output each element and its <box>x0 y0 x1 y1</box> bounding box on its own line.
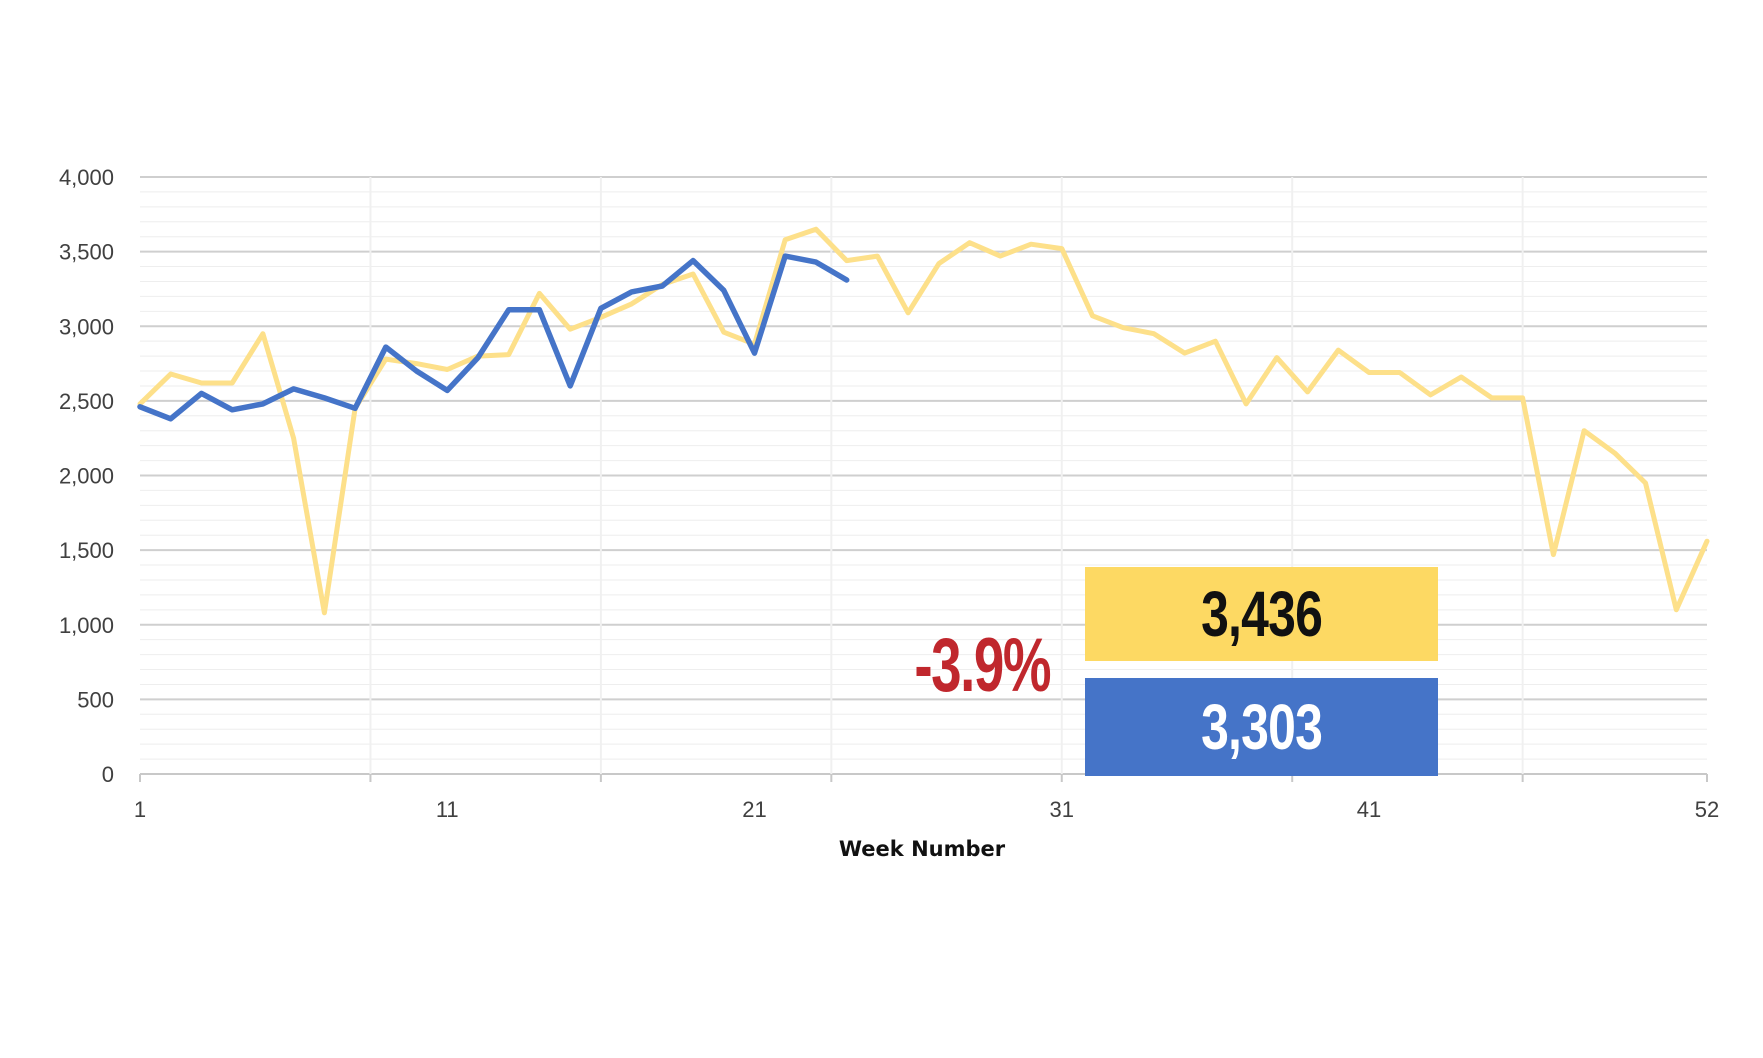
major-gridlines <box>140 176 1707 775</box>
previous-year-value: 3,436 <box>1200 578 1323 650</box>
percent-change-label: -3.9% <box>895 620 1070 710</box>
y-tick-label: 2,000 <box>59 464 114 489</box>
y-tick-label: 500 <box>77 687 114 712</box>
series-layer <box>137 226 1710 616</box>
x-tick-label: 41 <box>1357 797 1381 822</box>
previous-year-badge: 3,436 <box>1085 567 1438 661</box>
previous-year-line <box>137 226 1710 616</box>
x-tick-label: 31 <box>1050 797 1074 822</box>
y-tick-label: 3,000 <box>59 314 114 339</box>
current-year-value: 3,303 <box>1200 691 1323 763</box>
x-tick-label: 21 <box>742 797 766 822</box>
percent-change-text: -3.9% <box>914 622 1052 708</box>
y-tick-label: 1,000 <box>59 613 114 638</box>
y-tick-label: 0 <box>102 762 114 787</box>
minor-gridlines <box>140 191 1707 760</box>
y-tick-label: 2,500 <box>59 389 114 414</box>
y-tick-label: 3,500 <box>59 240 114 265</box>
y-axis-tick-labels: 0 500 1,000 1,500 2,000 2,500 3,000 3,500 4,000 <box>59 165 114 787</box>
y-tick-label: 1,500 <box>59 538 114 563</box>
x-axis-label: Week Number <box>839 837 1006 861</box>
x-axis-tick-labels: 1 11 21 31 41 52 <box>134 797 1719 822</box>
vertical-gridlines <box>139 177 1708 782</box>
x-tick-label: 11 <box>436 797 459 822</box>
x-tick-label: 52 <box>1695 797 1719 822</box>
y-tick-label: 4,000 <box>59 165 114 190</box>
current-year-badge: 3,303 <box>1085 678 1438 776</box>
current-year-line <box>137 253 850 422</box>
x-tick-label: 1 <box>134 797 146 822</box>
